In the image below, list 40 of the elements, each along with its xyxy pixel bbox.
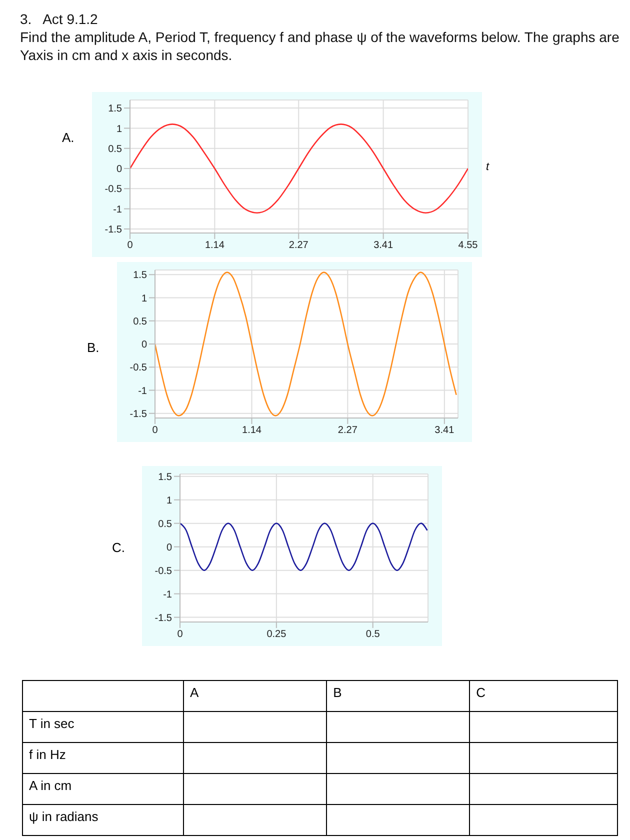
y-tick-label: 0 [116,164,122,176]
y-tick-label: -1.5 [130,408,148,420]
text: Find the amplitude A, Period T, frequency f and phase ψ of the waveforms below. The graphs are Yaxis in cm and x axis in seconds. [20,28,620,64]
y-tick-label: 0.5 [158,518,172,530]
y-tick-label: -0.5 [154,566,172,577]
y-tick-label: 1.5 [108,104,122,115]
y-tick-label: 1 [116,124,122,135]
y-tick-label: -1 [138,386,148,397]
x-tick-label: 0 [177,629,184,640]
y-tick-label: -1 [113,204,122,216]
answer-table: A B C T in sec f in Hz A in cm ψ in radians [22,680,618,836]
y-tick-label: 1.5 [133,270,148,282]
line-series [180,522,428,571]
x-tick-label: 0.5 [366,629,380,640]
x-tick-label: 2.27 [338,425,358,436]
y-tick-label: 0.5 [108,144,122,155]
y-tick-label: 0 [141,340,148,351]
y-tick-label: -0.5 [104,184,122,196]
x-tick-label: 4.55 [458,240,478,252]
line-series [130,124,468,214]
text: B. [87,340,100,355]
y-tick-label: 1 [166,495,172,506]
x-tick-label: 2.27 [288,240,309,252]
x-tick-label: 3.41 [434,425,455,436]
y-tick-label: 1.5 [158,472,172,483]
x-tick-label: 0.25 [266,629,287,640]
y-tick-label: 1 [141,293,148,304]
x-axis-title: t [486,160,490,172]
text: 3. Act 9.1.2 [20,10,99,28]
y-tick-label: -1.5 [154,612,172,624]
y-tick-label: -1 [163,589,172,600]
y-tick-label: 0.5 [133,316,148,328]
x-tick-label: 1.14 [204,240,225,252]
x-tick-label: 3.41 [374,240,394,252]
x-tick-label: 1.14 [242,425,262,436]
y-tick-label: -1.5 [104,224,122,236]
text: C. [112,540,125,555]
text: A. [62,130,74,145]
y-tick-label: -0.5 [130,362,148,374]
y-tick-label: 0 [166,542,172,554]
